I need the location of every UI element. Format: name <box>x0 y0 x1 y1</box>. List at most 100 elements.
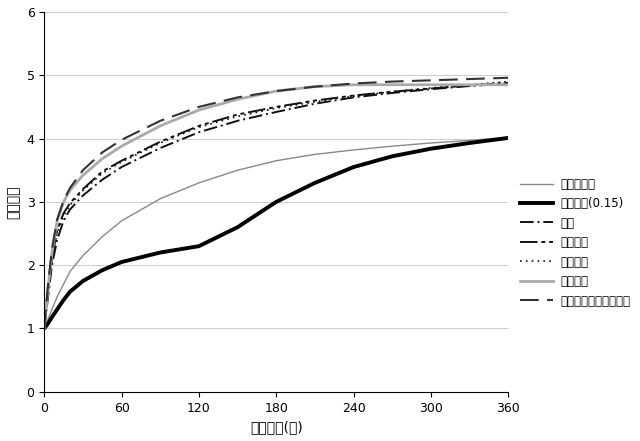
リンゴ酸 <box>48 259 56 265</box>
クエン酸 <box>99 169 106 174</box>
フマル酸(0.15) <box>311 180 319 186</box>
リンゴ酸 <box>44 291 52 296</box>
塩化ベンザルコニウム <box>118 137 125 142</box>
フマル酸(0.15) <box>273 199 280 205</box>
比較吸収体 <box>427 140 435 146</box>
塩化ベンザルコニウム <box>504 75 512 80</box>
クエン酸 <box>44 288 52 293</box>
比較吸収体 <box>40 326 48 331</box>
フマル酸(0.15) <box>99 268 106 273</box>
リンゴ酸 <box>195 124 203 130</box>
乳酸 <box>66 207 74 212</box>
比較吸収体 <box>53 294 61 299</box>
比較吸収体 <box>44 316 52 321</box>
銀イオン <box>504 82 512 87</box>
乳酸 <box>195 130 203 135</box>
クエン酸 <box>427 86 435 91</box>
リンゴ酸 <box>99 171 106 176</box>
クエン酸 <box>504 80 512 86</box>
塩化ベンザルコニウム <box>44 281 52 287</box>
クエン酸 <box>195 123 203 128</box>
銀イオン <box>311 84 319 89</box>
比較吸収体 <box>66 269 74 274</box>
フマル酸(0.15) <box>349 164 357 170</box>
リンゴ酸 <box>60 213 67 218</box>
Line: 銀イオン: 銀イオン <box>44 85 508 329</box>
銀イオン <box>53 218 61 224</box>
Legend: 比較吸収体, フマル酸(0.15), 乳酸, クエン酸, リンゴ酸, 銀イオン, 塩化ベンザルコニウム: 比較吸収体, フマル酸(0.15), 乳酸, クエン酸, リンゴ酸, 銀イオン,… <box>518 175 632 310</box>
リンゴ酸 <box>118 159 125 164</box>
クエン酸 <box>40 326 48 331</box>
フマル酸(0.15) <box>156 250 164 255</box>
塩化ベンザルコニウム <box>273 89 280 94</box>
塩化ベンザルコニウム <box>388 79 396 84</box>
リンゴ酸 <box>466 82 474 87</box>
塩化ベンザルコニウム <box>53 217 61 222</box>
塩化ベンザルコニウム <box>60 198 67 203</box>
クエン酸 <box>234 112 241 117</box>
銀イオン <box>349 82 357 87</box>
フマル酸(0.15) <box>388 153 396 159</box>
比較吸収体 <box>79 253 87 258</box>
フマル酸(0.15) <box>234 224 241 230</box>
クエン酸 <box>311 98 319 103</box>
塩化ベンザルコニウム <box>48 247 56 252</box>
クエン酸 <box>53 228 61 233</box>
銀イオン <box>118 143 125 149</box>
塩化ベンザルコニウム <box>195 104 203 109</box>
乳酸 <box>99 177 106 182</box>
比較吸収体 <box>311 152 319 157</box>
クエン酸 <box>79 187 87 192</box>
フマル酸(0.15) <box>118 259 125 265</box>
乳酸 <box>53 237 61 243</box>
Line: 塩化ベンザルコニウム: 塩化ベンザルコニウム <box>44 78 508 329</box>
X-axis label: 経過時間(分): 経過時間(分) <box>250 420 303 434</box>
比較吸収体 <box>195 180 203 186</box>
比較吸収体 <box>48 307 56 312</box>
乳酸 <box>427 86 435 92</box>
乳酸 <box>60 218 67 224</box>
リンゴ酸 <box>273 105 280 111</box>
Line: フマル酸(0.15): フマル酸(0.15) <box>44 138 508 329</box>
リンゴ酸 <box>66 202 74 208</box>
Line: クエン酸: クエン酸 <box>44 83 508 329</box>
銀イオン <box>40 326 48 331</box>
リンゴ酸 <box>156 140 164 146</box>
リンゴ酸 <box>349 93 357 99</box>
乳酸 <box>118 164 125 170</box>
乳酸 <box>234 118 241 123</box>
リンゴ酸 <box>427 85 435 90</box>
銀イオン <box>466 82 474 87</box>
乳酸 <box>311 101 319 106</box>
銀イオン <box>44 285 52 290</box>
フマル酸(0.15) <box>53 307 61 312</box>
比較吸収体 <box>504 135 512 140</box>
Y-axis label: 臭気強度: 臭気強度 <box>7 185 21 219</box>
フマル酸(0.15) <box>504 135 512 141</box>
クエン酸 <box>388 89 396 94</box>
クエン酸 <box>466 83 474 88</box>
乳酸 <box>79 193 87 198</box>
乳酸 <box>273 109 280 115</box>
比較吸収体 <box>99 234 106 239</box>
クエン酸 <box>273 104 280 109</box>
フマル酸(0.15) <box>60 297 67 303</box>
比較吸収体 <box>349 147 357 153</box>
銀イオン <box>66 188 74 193</box>
フマル酸(0.15) <box>44 321 52 326</box>
比較吸収体 <box>118 218 125 224</box>
リンゴ酸 <box>388 89 396 94</box>
リンゴ酸 <box>311 99 319 105</box>
銀イオン <box>48 250 56 255</box>
比較吸収体 <box>273 158 280 163</box>
塩化ベンザルコニウム <box>427 78 435 83</box>
比較吸収体 <box>466 138 474 143</box>
Line: 乳酸: 乳酸 <box>44 83 508 329</box>
銀イオン <box>234 97 241 102</box>
乳酸 <box>156 146 164 151</box>
Line: 比較吸収体: 比較吸収体 <box>44 137 508 329</box>
塩化ベンザルコニウム <box>311 84 319 89</box>
リンゴ酸 <box>53 231 61 236</box>
乳酸 <box>48 262 56 268</box>
フマル酸(0.15) <box>466 140 474 146</box>
